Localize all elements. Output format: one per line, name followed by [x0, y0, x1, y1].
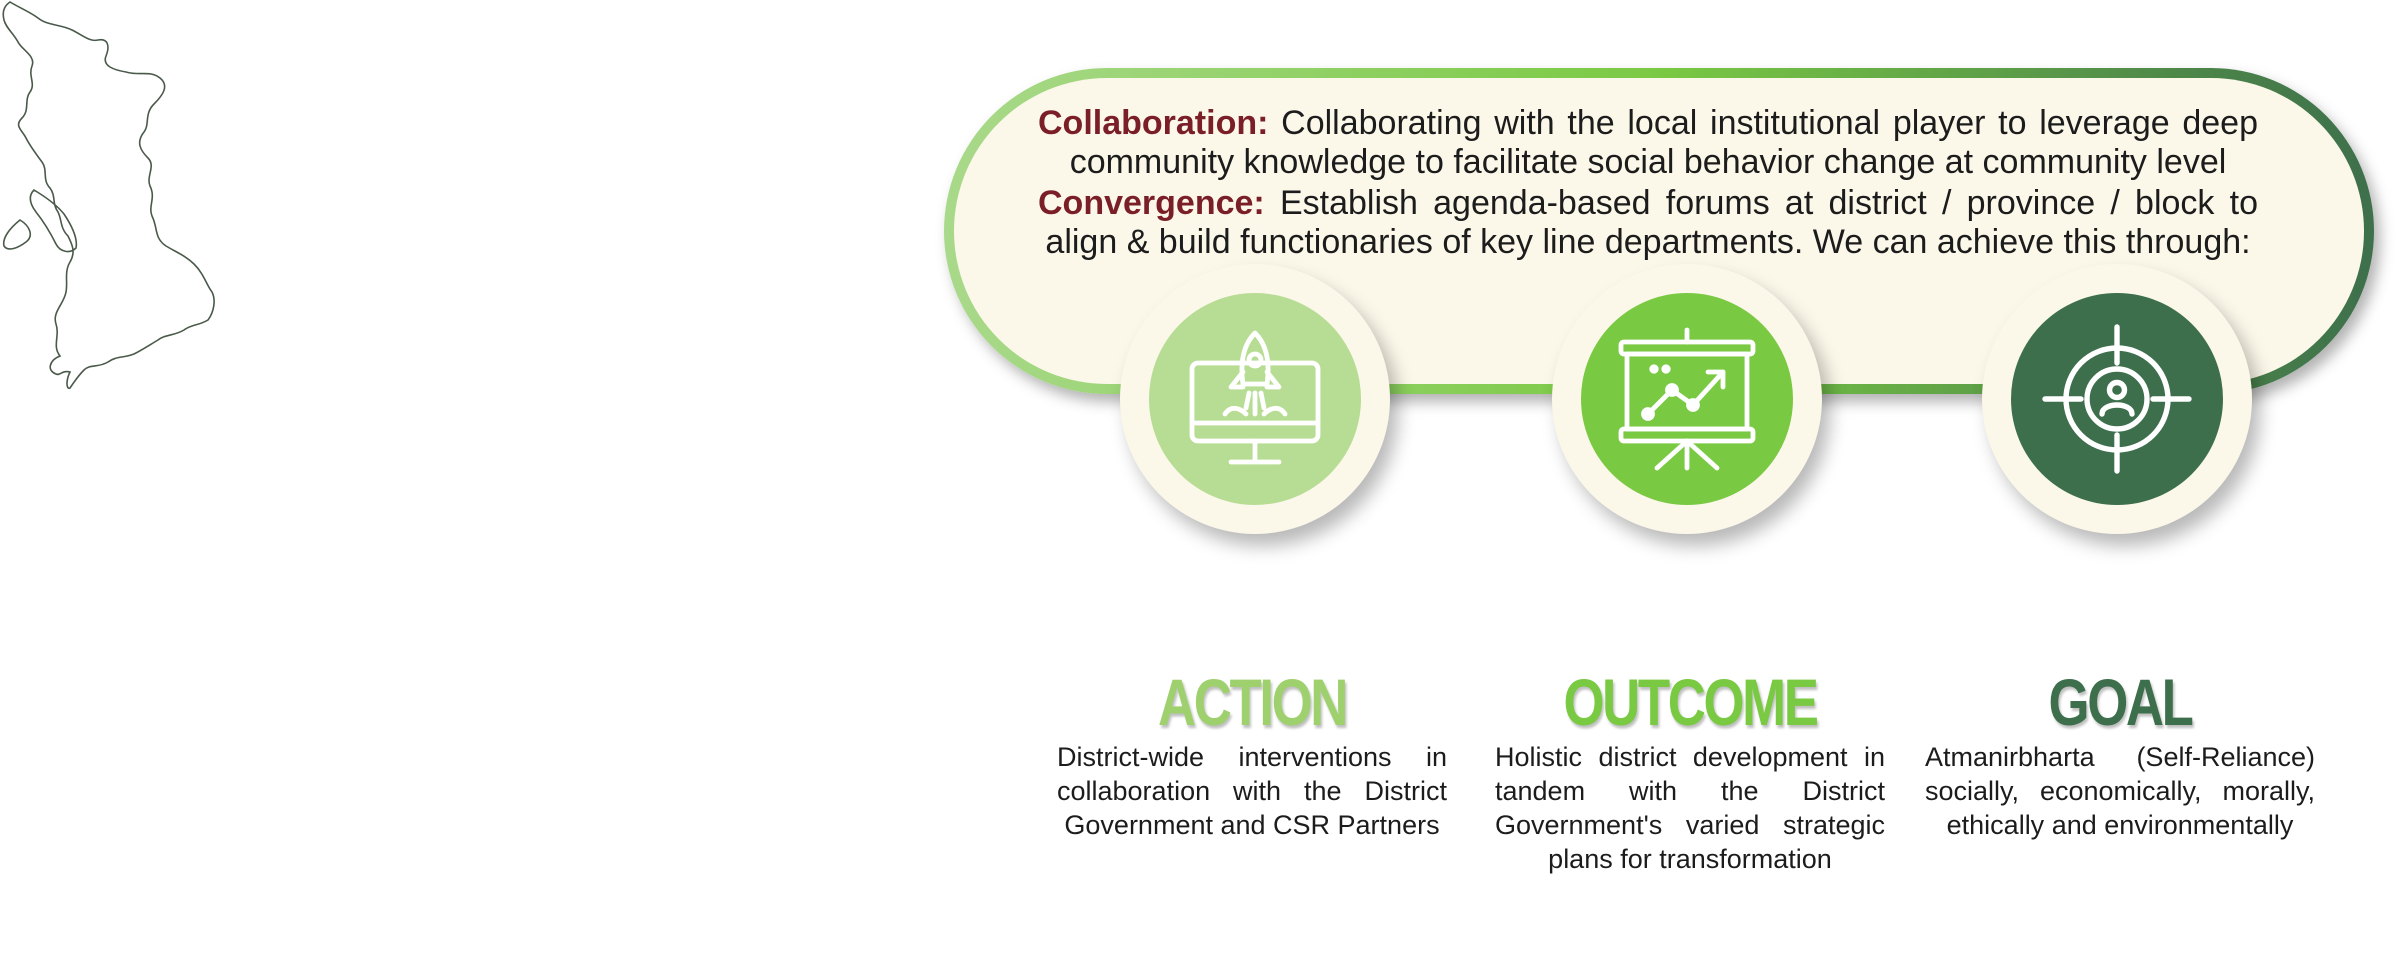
rocket-monitor-icon [1189, 330, 1321, 465]
action-column: ACTION District-wide interventions in co… [1057, 664, 1447, 842]
goal-description: Atmanirbharta (Self-Reliance) socially, … [1925, 742, 2315, 840]
outcome-disc [1552, 264, 1822, 534]
convergence-keyword: Convergence: [1038, 184, 1265, 222]
collaboration-keyword: Collaboration: [1038, 104, 1269, 142]
collaboration-statement: Collaboration: Collaborating with the lo… [1038, 104, 2258, 182]
goal-title: GOAL [2048, 665, 2194, 739]
convergence-statement: Convergence: Establish agenda-based foru… [1038, 184, 2258, 262]
goal-disc [1982, 264, 2252, 534]
outcome-title: OUTCOME [1563, 665, 1818, 739]
collaboration-text: Collaborating with the local institution… [1069, 104, 2258, 181]
outcome-column: OUTCOME Holistic district development in… [1495, 664, 1885, 876]
target-person-icon [2042, 324, 2192, 474]
statement-text-block: Collaboration: Collaborating with the lo… [1038, 104, 2258, 264]
convergence-text: Establish agenda-based forums at distric… [1045, 184, 2258, 261]
action-disc [1120, 264, 1390, 534]
action-title: ACTION [1158, 665, 1348, 739]
action-description: District-wide interventions in collabora… [1057, 742, 1447, 840]
presentation-chart-icon [1618, 327, 1756, 471]
outcome-description: Holistic district development in tandem … [1495, 742, 1885, 874]
goal-column: GOAL Atmanirbharta (Self-Reliance) socia… [1925, 664, 2315, 842]
district-map-outline [2, 1, 215, 390]
